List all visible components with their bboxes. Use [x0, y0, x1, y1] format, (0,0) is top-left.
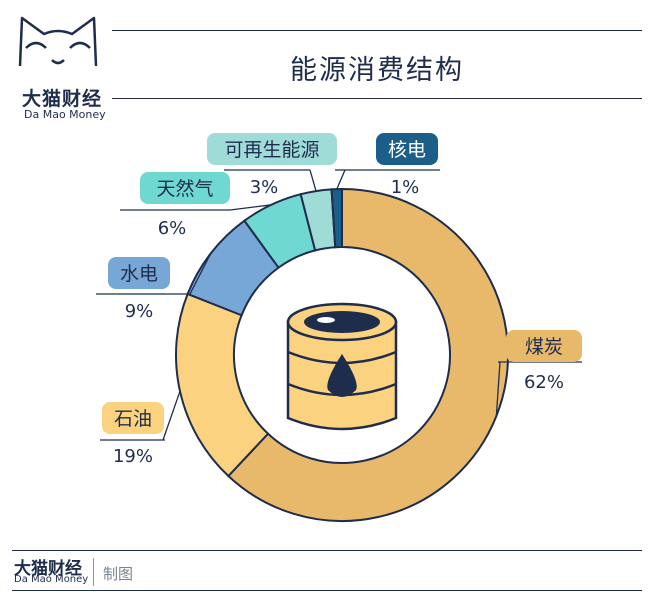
leader-5	[336, 169, 346, 190]
footer-bottom-rule	[12, 590, 642, 591]
cat-logo-icon	[18, 16, 98, 67]
label-pill-1	[102, 402, 164, 434]
leader-2	[189, 252, 212, 295]
label-pill-4	[207, 133, 337, 165]
page-title: 能源消费结构	[290, 55, 464, 86]
leader-3	[229, 204, 272, 211]
label-pill-0	[506, 330, 582, 362]
footer-brand-cn: 大猫财经	[14, 559, 82, 579]
donut-chart: 煤炭 62% 石油 19% 水电 9% 天然气 6% 可再生能源 3% 核电 1%	[96, 133, 582, 522]
title-top-rule	[112, 30, 642, 31]
label-pill-2	[108, 257, 170, 289]
footer-credit: 制图	[103, 565, 134, 583]
label-value-0: 62%	[524, 372, 564, 393]
label-name-4: 可再生能源	[224, 139, 319, 161]
label-name-3: 天然气	[156, 178, 213, 200]
leader-1	[162, 390, 181, 441]
label-pill-3	[140, 172, 230, 204]
label-value-5: 1%	[391, 177, 420, 198]
label-value-2: 9%	[125, 301, 154, 322]
footer-brand-en: Da Mao Money	[14, 574, 89, 585]
title-bottom-rule	[112, 98, 642, 99]
label-name-0: 煤炭	[525, 336, 563, 358]
leader-4	[309, 169, 317, 192]
oil-barrel-icon	[286, 302, 398, 431]
brand-name-cn: 大猫财经	[22, 88, 103, 110]
label-value-1: 19%	[113, 446, 153, 467]
brand-name-en: Da Mao Money	[24, 108, 106, 121]
label-name-2: 水电	[120, 263, 158, 285]
footer-separator	[93, 558, 94, 586]
label-pill-5	[376, 133, 438, 165]
brand-logo: 大猫财经 Da Mao Money	[8, 8, 108, 121]
footer-top-rule	[12, 550, 642, 551]
label-name-5: 核电	[388, 139, 426, 161]
slice-1	[175, 292, 270, 478]
leader-0	[495, 361, 501, 417]
label-name-1: 石油	[114, 408, 152, 430]
slice-5	[330, 187, 343, 249]
slice-0	[226, 187, 509, 522]
label-value-3: 6%	[158, 218, 187, 239]
label-value-4: 3%	[250, 177, 279, 198]
